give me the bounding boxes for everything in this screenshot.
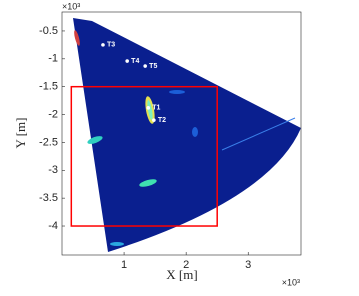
x-axis-label: X [m] <box>166 267 197 282</box>
target-point <box>143 64 147 68</box>
target-label: T4 <box>131 58 139 65</box>
axes-box <box>61 11 302 256</box>
y-axis-label: Y [m] <box>13 118 28 149</box>
y-tick-label: -4 <box>48 220 58 232</box>
hotspot <box>110 242 124 246</box>
radar-image <box>73 18 301 252</box>
region-box <box>70 85 218 227</box>
target-point <box>101 43 105 47</box>
hotspot <box>139 179 157 187</box>
y-tick-label: -2.5 <box>39 136 58 148</box>
y-tick-label: -1 <box>48 53 58 65</box>
target-label: T2 <box>158 117 166 124</box>
target-label: T1 <box>152 105 160 112</box>
y-tick-label: -3 <box>48 164 58 176</box>
x-multiplier: ×10³ <box>282 277 300 287</box>
hotspot <box>74 30 80 46</box>
x-tick-label: 2 <box>183 259 189 271</box>
hotspot <box>87 136 103 144</box>
y-multiplier: ×10³ <box>62 1 80 11</box>
y-tick-label: -2 <box>48 108 58 120</box>
y-tick-label: -0.5 <box>39 25 58 37</box>
x-tick-label: 3 <box>245 259 251 271</box>
hotspot <box>147 100 153 120</box>
target-label: T5 <box>149 63 157 70</box>
hotspot <box>192 127 198 137</box>
y-tick-label: -3.5 <box>39 192 58 204</box>
y-tick-label: -1.5 <box>39 81 58 93</box>
streak <box>221 117 296 151</box>
target-point <box>152 118 156 122</box>
hotspot <box>169 90 185 94</box>
target-label: T3 <box>107 42 115 49</box>
radar-fan <box>73 18 301 252</box>
target-point <box>125 59 129 63</box>
x-tick-label: 1 <box>121 259 127 271</box>
target-point <box>146 106 151 110</box>
